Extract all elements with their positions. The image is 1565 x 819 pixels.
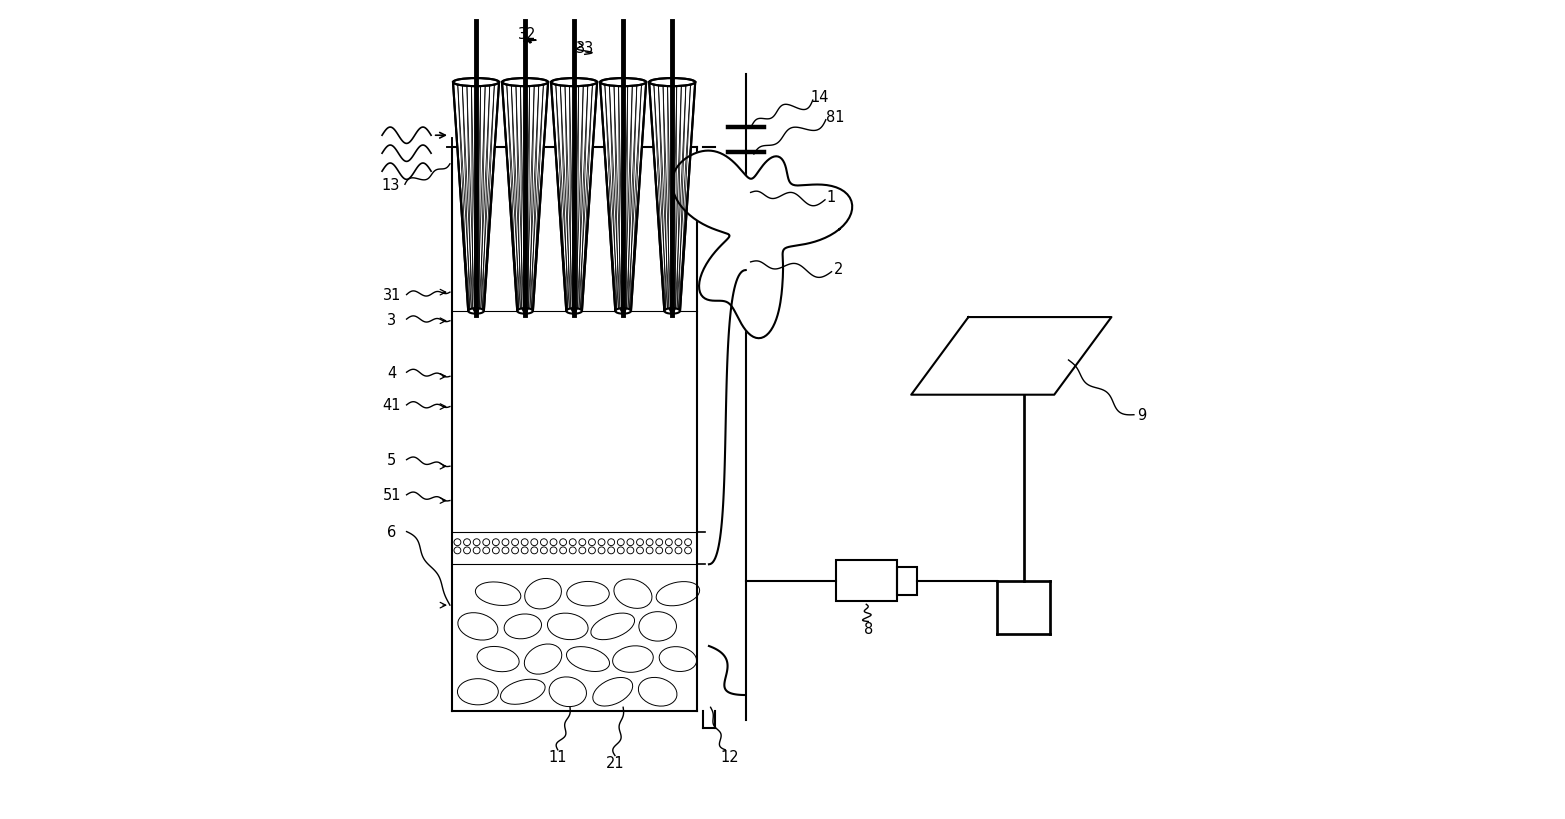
Text: 9: 9 xyxy=(1138,408,1147,423)
Text: 81: 81 xyxy=(826,110,845,124)
Ellipse shape xyxy=(664,309,681,314)
Text: 41: 41 xyxy=(382,398,401,413)
Text: 2: 2 xyxy=(834,261,844,277)
Text: 21: 21 xyxy=(606,754,624,770)
Text: 31: 31 xyxy=(383,287,401,303)
Polygon shape xyxy=(671,152,853,339)
Polygon shape xyxy=(551,83,598,311)
Ellipse shape xyxy=(615,309,631,314)
Text: 3: 3 xyxy=(387,312,396,328)
Ellipse shape xyxy=(502,79,548,87)
Polygon shape xyxy=(502,83,548,311)
Ellipse shape xyxy=(567,309,582,314)
Ellipse shape xyxy=(452,79,499,87)
Polygon shape xyxy=(599,83,646,311)
Text: 13: 13 xyxy=(380,178,399,192)
Ellipse shape xyxy=(599,79,646,87)
Text: 33: 33 xyxy=(576,41,593,57)
Ellipse shape xyxy=(551,79,598,87)
Text: 14: 14 xyxy=(811,90,828,105)
Text: 5: 5 xyxy=(387,453,396,468)
Text: 12: 12 xyxy=(720,749,739,764)
Polygon shape xyxy=(911,318,1111,396)
Text: 32: 32 xyxy=(518,26,537,42)
Polygon shape xyxy=(649,83,695,311)
Text: 6: 6 xyxy=(387,524,396,540)
Polygon shape xyxy=(452,83,499,311)
Text: 1: 1 xyxy=(826,190,836,205)
Bar xyxy=(897,567,917,595)
Text: 11: 11 xyxy=(548,749,567,764)
Text: 4: 4 xyxy=(387,365,396,380)
Text: 8: 8 xyxy=(864,621,873,636)
Ellipse shape xyxy=(649,79,695,87)
Text: 51: 51 xyxy=(382,487,401,503)
Bar xyxy=(836,560,897,601)
Ellipse shape xyxy=(468,309,484,314)
Ellipse shape xyxy=(516,309,534,314)
